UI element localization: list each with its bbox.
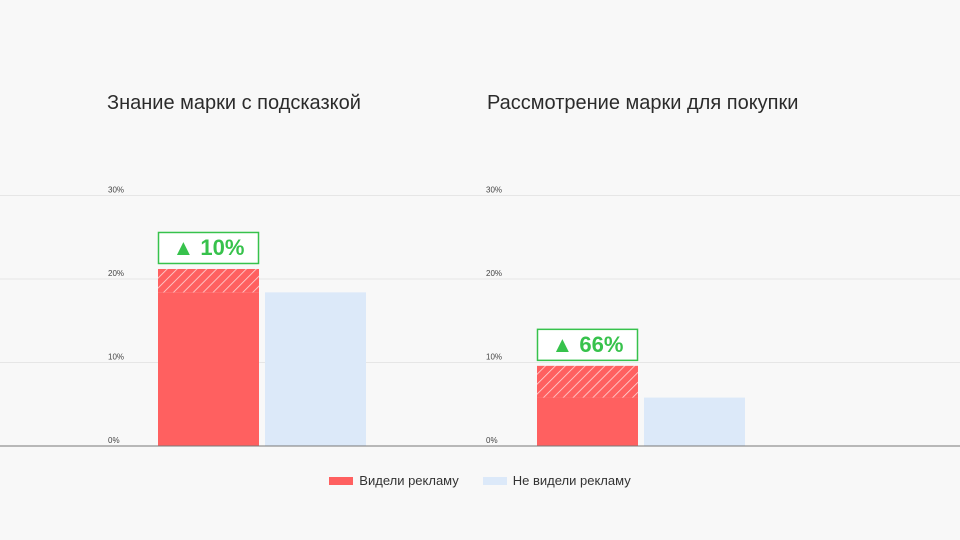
bar-seen — [537, 397, 638, 446]
y-tick-label: 0% — [486, 436, 498, 445]
legend-item-seen: Видели рекламу — [329, 473, 459, 488]
chart-title-brand-awareness: Знание марки с подсказкой — [107, 92, 361, 114]
legend: Видели рекламу Не видели рекламу — [0, 473, 960, 488]
bar-not-seen — [265, 292, 366, 446]
bar-seen-increment — [158, 268, 259, 293]
bar-not-seen — [644, 397, 745, 446]
y-tick-label: 20% — [486, 269, 502, 278]
gridlines — [0, 195, 960, 363]
chart-purchase-consideration: 0% 10% 20% 30% ▲ 66% — [486, 186, 745, 446]
legend-swatch-seen — [329, 476, 354, 485]
bar-seen-increment — [537, 365, 638, 398]
legend-label-not-seen: Не видели рекламу — [512, 473, 631, 488]
delta-badge-label: ▲ 66% — [552, 332, 624, 357]
y-tick-label: 10% — [108, 353, 124, 362]
legend-swatch-not-seen — [482, 476, 507, 485]
y-tick-label: 10% — [486, 353, 502, 362]
y-tick-label: 30% — [486, 186, 502, 195]
y-tick-label: 0% — [108, 436, 120, 445]
bar-seen — [158, 292, 259, 446]
chart-title-purchase-consideration: Рассмотрение марки для покупки — [487, 92, 799, 114]
delta-badge — [157, 231, 260, 265]
legend-label-seen: Видели рекламу — [359, 473, 459, 488]
delta-badge-label: ▲ 10% — [173, 235, 245, 260]
legend-item-not-seen: Не видели рекламу — [482, 473, 631, 488]
y-tick-label: 20% — [108, 269, 124, 278]
delta-badge — [536, 328, 639, 362]
y-tick-label: 30% — [108, 186, 124, 195]
chart-brand-awareness: 0% 10% 20% 30% ▲ 10% — [108, 186, 366, 446]
